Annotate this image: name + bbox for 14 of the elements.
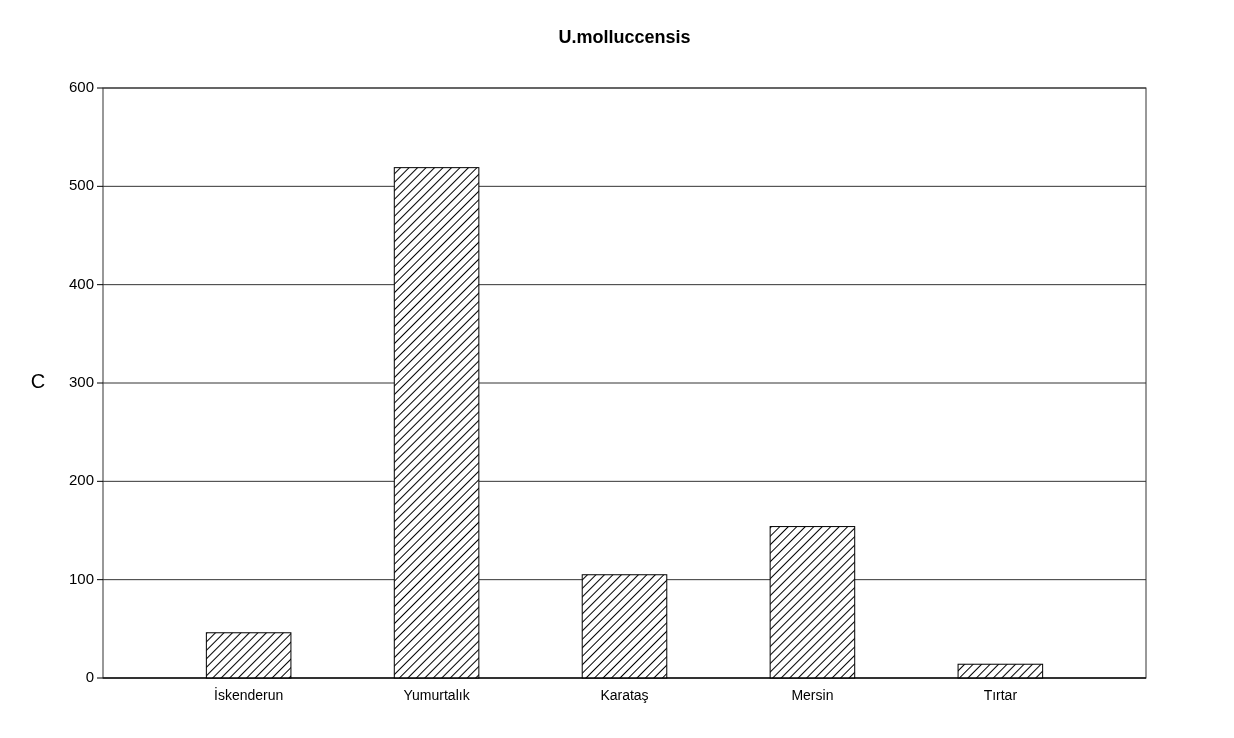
y-tick-label: 300 bbox=[68, 372, 94, 390]
y-tick-label: 0 bbox=[85, 667, 94, 685]
y-tick-label: 400 bbox=[68, 274, 94, 292]
x-tick-label: Karataş bbox=[600, 687, 649, 703]
y-tick-label: 600 bbox=[68, 77, 94, 95]
y-tick-label: 100 bbox=[68, 569, 94, 587]
y-tick-label: 500 bbox=[68, 176, 94, 194]
chart-title: U.molluccensis bbox=[558, 27, 691, 47]
y-axis-title: C bbox=[30, 370, 46, 393]
y-tick-label: 200 bbox=[68, 471, 94, 489]
x-tick-label: Yumurtalık bbox=[403, 687, 471, 703]
x-tick-label: Mersin bbox=[791, 687, 834, 703]
x-tick-label: Tırtar bbox=[983, 687, 1018, 703]
x-tick-label: İskenderun bbox=[214, 686, 284, 703]
